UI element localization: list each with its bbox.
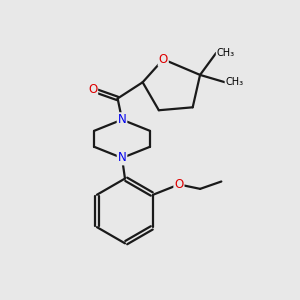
Text: O: O xyxy=(88,83,97,96)
Text: O: O xyxy=(159,53,168,66)
Text: N: N xyxy=(118,113,126,126)
Text: N: N xyxy=(118,152,126,164)
Text: CH₃: CH₃ xyxy=(225,77,244,87)
Text: CH₃: CH₃ xyxy=(217,48,235,58)
Text: O: O xyxy=(174,178,184,191)
